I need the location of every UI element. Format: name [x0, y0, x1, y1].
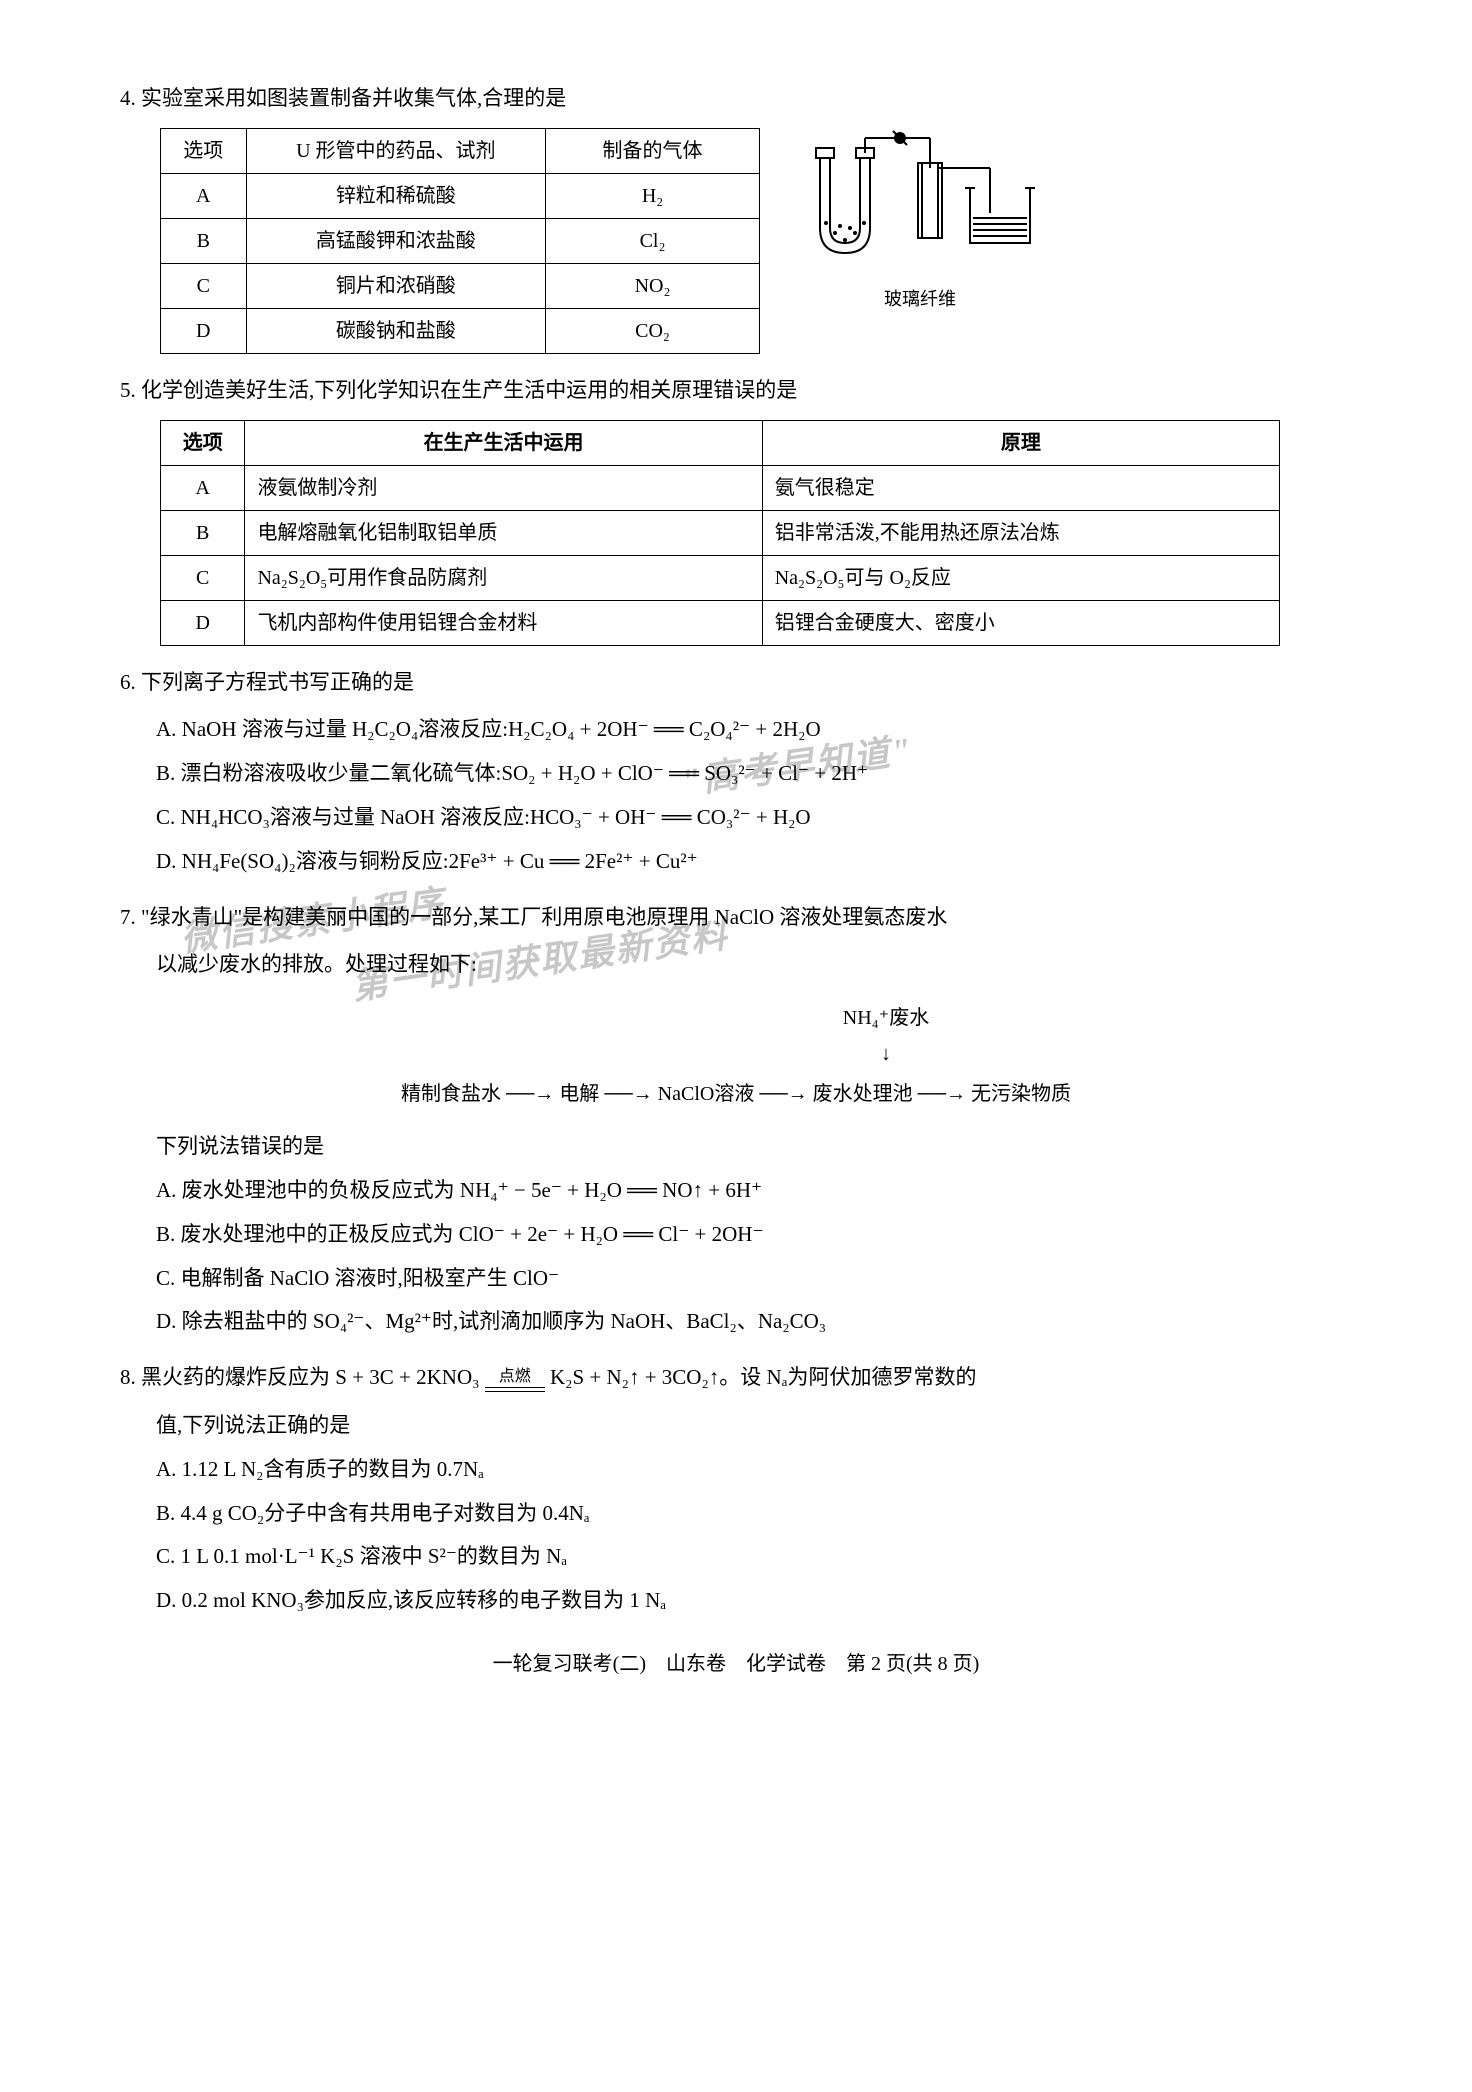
question-6: "高考早知道" 6. 下列离子方程式书写正确的是 A. NaOH 溶液与过量 H… [120, 664, 1352, 881]
q6-opt-b: B. 漂白粉溶液吸收少量二氧化硫气体:SO₂ + H₂O + ClO⁻ ══ S… [156, 755, 1352, 793]
q4-r2c1: 铜片和浓硝酸 [246, 263, 546, 308]
q8-opt-b: B. 4.4 g CO₂分子中含有共用电子对数目为 0.4Nₐ [156, 1495, 1352, 1533]
q5-r2c2: Na₂S₂O₅可与 O₂反应 [762, 555, 1279, 600]
question-7: 微信搜索小程序 第一时间获取最新资料 7. "绿水青山"是构建美丽中国的一部分,… [120, 899, 1352, 1342]
q5-th-0: 选项 [161, 420, 245, 465]
q4-r2c2: NO₂ [546, 263, 760, 308]
q6-opt-a: A. NaOH 溶液与过量 H₂C₂O₄溶液反应:H₂C₂O₄ + 2OH⁻ ═… [156, 711, 1352, 749]
q7-opt-c: C. 电解制备 NaClO 溶液时,阳极室产生 ClO⁻ [156, 1260, 1352, 1298]
q8-header: 8. 黑火药的爆炸反应为 S + 3C + 2KNO₃ 点燃 K₂S + N₂↑… [120, 1359, 1352, 1397]
arrow-icon: ──→ [506, 1083, 559, 1105]
q7-options: A. 废水处理池中的负极反应式为 NH₄⁺ − 5e⁻ + H₂O ══ NO↑… [120, 1172, 1352, 1341]
flow-item-3: 废水处理池 [813, 1083, 913, 1105]
q6-num: 6. [120, 670, 136, 694]
q4-r0c0: A [161, 173, 247, 218]
arrow-icon: ──→ [604, 1083, 657, 1105]
q6-header: 6. 下列离子方程式书写正确的是 [120, 664, 1352, 702]
q7-text2: 以减少废水的排放。处理过程如下: [120, 946, 1352, 984]
q6-opt-d: D. NH₄Fe(SO₄)₂溶液与铜粉反应:2Fe³⁺ + Cu ══ 2Fe²… [156, 843, 1352, 881]
q7-flow: NH₄⁺废水 ↓ 精制食盐水 ──→ 电解 ──→ NaClO溶液 ──→ 废水… [120, 1000, 1352, 1112]
q4-th-2: 制备的气体 [546, 128, 760, 173]
flow-item-0: 精制食盐水 [401, 1083, 501, 1105]
q8-opt-c: C. 1 L 0.1 mol·L⁻¹ K₂S 溶液中 S²⁻的数目为 Nₐ [156, 1538, 1352, 1576]
q7-header: 7. "绿水青山"是构建美丽中国的一部分,某工厂利用原电池原理用 NaClO 溶… [120, 899, 1352, 937]
q5-r1c0: B [161, 510, 245, 555]
q7-flow-top: NH₄⁺废水 ↓ [420, 1000, 1352, 1072]
q6-options: A. NaOH 溶液与过量 H₂C₂O₄溶液反应:H₂C₂O₄ + 2OH⁻ ═… [120, 711, 1352, 880]
q8-text-pre: 黑火药的爆炸反应为 S + 3C + 2KNO₃ [141, 1365, 479, 1389]
q5-r0c0: A [161, 465, 245, 510]
q7-flow-top-label: NH₄⁺废水 [843, 1007, 929, 1029]
q4-r0c2: H₂ [546, 173, 760, 218]
q5-r3c0: D [161, 600, 245, 645]
q6-text: 下列离子方程式书写正确的是 [141, 670, 414, 694]
q4-num: 4. [120, 86, 136, 110]
q4-content: 选项 U 形管中的药品、试剂 制备的气体 A 锌粒和稀硫酸 H₂ B 高锰酸钾和… [120, 128, 1352, 354]
q7-subtext: 下列说法错误的是 [120, 1128, 1352, 1166]
q4-text: 实验室采用如图装置制备并收集气体,合理的是 [141, 86, 566, 110]
q5-th-2: 原理 [762, 420, 1279, 465]
q5-r3c1: 飞机内部构件使用铝锂合金材料 [245, 600, 762, 645]
q8-opt-d: D. 0.2 mol KNO₃参加反应,该反应转移的电子数目为 1 Nₐ [156, 1582, 1352, 1620]
q5-r3c2: 铝锂合金硬度大、密度小 [762, 600, 1279, 645]
q8-text2: 值,下列说法正确的是 [120, 1407, 1352, 1445]
q4-r1c0: B [161, 218, 247, 263]
q5-header: 5. 化学创造美好生活,下列化学知识在生产生活中运用的相关原理错误的是 [120, 372, 1352, 410]
q5-r2c1: Na₂S₂O₅可用作食品防腐剂 [245, 555, 762, 600]
cond-label: 点燃 [499, 1368, 531, 1385]
q7-opt-a: A. 废水处理池中的负极反应式为 NH₄⁺ − 5e⁻ + H₂O ══ NO↑… [156, 1172, 1352, 1210]
q4-table: 选项 U 形管中的药品、试剂 制备的气体 A 锌粒和稀硫酸 H₂ B 高锰酸钾和… [160, 128, 760, 354]
apparatus-label: 玻璃纤维 [884, 289, 956, 309]
q7-opt-b: B. 废水处理池中的正极反应式为 ClO⁻ + 2e⁻ + H₂O ══ Cl⁻… [156, 1216, 1352, 1254]
q4-r1c2: Cl₂ [546, 218, 760, 263]
q5-text: 化学创造美好生活,下列化学知识在生产生活中运用的相关原理错误的是 [141, 378, 797, 402]
q4-r3c0: D [161, 308, 247, 353]
q5-r0c2: 氨气很稳定 [762, 465, 1279, 510]
arrow-icon: ──→ [918, 1083, 971, 1105]
q4-r0c1: 锌粒和稀硫酸 [246, 173, 546, 218]
q8-opt-a: A. 1.12 L N₂含有质子的数目为 0.7Nₐ [156, 1451, 1352, 1489]
q7-text1: "绿水青山"是构建美丽中国的一部分,某工厂利用原电池原理用 NaClO 溶液处理… [141, 905, 947, 929]
q5-r2c0: C [161, 555, 245, 600]
q4-r2c0: C [161, 263, 247, 308]
q8-options: A. 1.12 L N₂含有质子的数目为 0.7Nₐ B. 4.4 g CO₂分… [120, 1451, 1352, 1620]
q5-r0c1: 液氨做制冷剂 [245, 465, 762, 510]
q7-num: 7. [120, 905, 136, 929]
question-5: 5. 化学创造美好生活,下列化学知识在生产生活中运用的相关原理错误的是 选项 在… [120, 372, 1352, 646]
condition-arrow: 点燃 [485, 1365, 545, 1394]
q7-opt-d: D. 除去粗盐中的 SO₄²⁻、Mg²⁺时,试剂滴加顺序为 NaOH、BaCl₂… [156, 1303, 1352, 1341]
q5-r1c2: 铝非常活泼,不能用热还原法冶炼 [762, 510, 1279, 555]
q4-r3c1: 碳酸钠和盐酸 [246, 308, 546, 353]
question-4: 4. 实验室采用如图装置制备并收集气体,合理的是 选项 U 形管中的药品、试剂 … [120, 80, 1352, 354]
q5-r1c1: 电解熔融氧化铝制取铝单质 [245, 510, 762, 555]
q6-opt-c: C. NH₄HCO₃溶液与过量 NaOH 溶液反应:HCO₃⁻ + OH⁻ ══… [156, 799, 1352, 837]
q4-r3c2: CO₂ [546, 308, 760, 353]
flow-item-4: 无污染物质 [971, 1083, 1071, 1105]
q5-table: 选项 在生产生活中运用 原理 A 液氨做制冷剂 氨气很稳定 B 电解熔融氧化铝制… [160, 420, 1280, 646]
q7-flow-main: 精制食盐水 ──→ 电解 ──→ NaClO溶液 ──→ 废水处理池 ──→ 无… [120, 1076, 1352, 1112]
apparatus-svg [790, 128, 1050, 278]
q5-num: 5. [120, 378, 136, 402]
q8-num: 8. [120, 1365, 136, 1389]
flow-item-2: NaClO溶液 [658, 1083, 755, 1105]
page-footer: 一轮复习联考(二) 山东卷 化学试卷 第 2 页(共 8 页) [120, 1646, 1352, 1682]
arrow-icon: ──→ [759, 1083, 812, 1105]
apparatus-diagram: 玻璃纤维 [790, 128, 1050, 315]
q4-r1c1: 高锰酸钾和浓盐酸 [246, 218, 546, 263]
q5-th-1: 在生产生活中运用 [245, 420, 762, 465]
q4-th-0: 选项 [161, 128, 247, 173]
q4-th-1: U 形管中的药品、试剂 [246, 128, 546, 173]
down-arrow-icon: ↓ [881, 1043, 891, 1065]
q8-text-post: K₂S + N₂↑ + 3CO₂↑。设 Nₐ为阿伏加德罗常数的 [550, 1365, 977, 1389]
question-8: 8. 黑火药的爆炸反应为 S + 3C + 2KNO₃ 点燃 K₂S + N₂↑… [120, 1359, 1352, 1620]
q4-header: 4. 实验室采用如图装置制备并收集气体,合理的是 [120, 80, 1352, 118]
flow-item-1: 电解 [559, 1083, 599, 1105]
